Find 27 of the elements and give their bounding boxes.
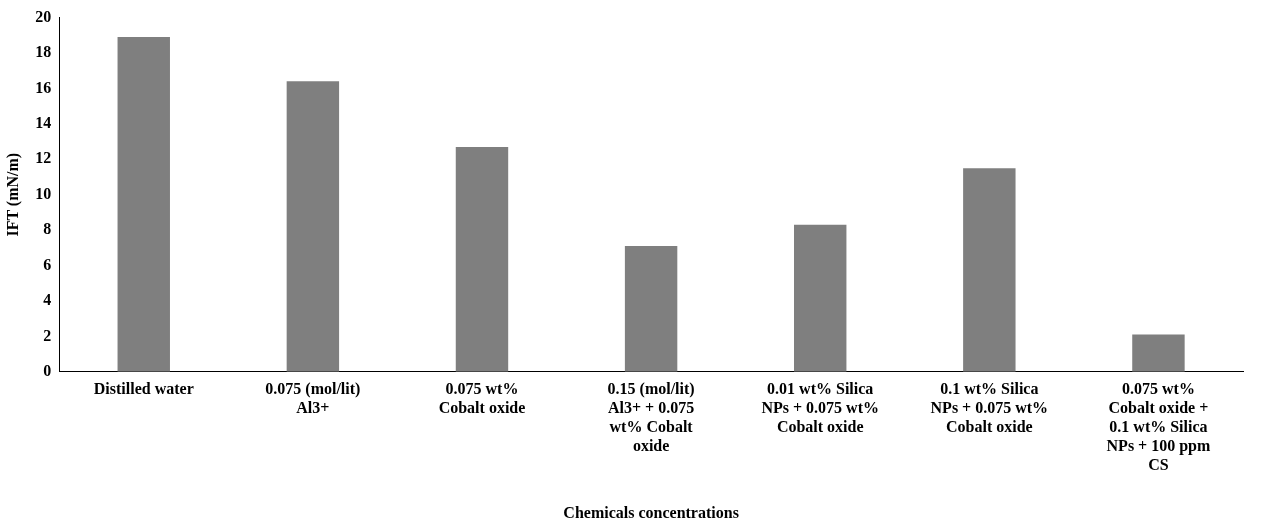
x-tick-label: 0.075 wt% Cobalt oxide + 0.1 wt% Silica NPs + 100 ppm CS <box>1106 379 1212 474</box>
y-tick-label: 6 <box>43 255 52 273</box>
y-tick-label: 0 <box>43 361 52 379</box>
x-tick-label: 0.075 wt% Cobalt oxide <box>438 379 526 416</box>
y-tick-label: 14 <box>35 114 52 131</box>
bar <box>624 246 678 372</box>
x-tick-label: 0.15 (mol/lit) Al3+ + 0.075 wt% Cobalt oxide <box>607 379 695 455</box>
bar <box>794 224 847 372</box>
x-tick-label: 0.1 wt% Silica NPs + 0.075 wt% Cobalt oxide <box>930 379 1049 435</box>
x-axis-title: Chemicals concentrations <box>563 503 739 521</box>
y-tick-label: 8 <box>43 220 52 238</box>
y-tick-label: 2 <box>43 326 52 344</box>
y-tick-label: 4 <box>43 291 52 309</box>
x-tick-label: Distilled water <box>93 379 194 397</box>
bar <box>455 146 509 372</box>
bar <box>1132 334 1185 372</box>
y-tick-label: 18 <box>35 43 52 61</box>
bar <box>117 37 170 372</box>
bar <box>963 168 1016 372</box>
y-axis-title: IFT (mN/m) <box>3 152 22 237</box>
y-tick-label: 10 <box>35 184 52 202</box>
y-tick-label: 16 <box>35 78 52 96</box>
x-tick-label: 0.01 wt% Silica NPs + 0.075 wt% Cobalt oxide <box>761 379 879 435</box>
y-tick-label: 20 <box>35 7 52 25</box>
y-tick-label: 12 <box>35 149 52 167</box>
bar <box>286 81 340 372</box>
x-tick-label: 0.075 (mol/lit) Al3+ <box>265 379 361 416</box>
